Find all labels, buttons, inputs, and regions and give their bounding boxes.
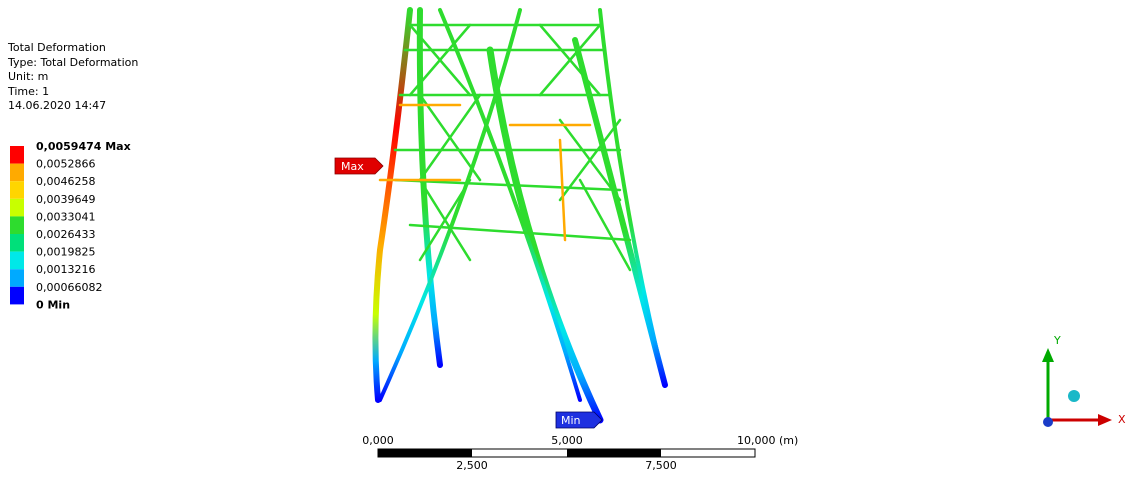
scale-label: 7,500 <box>645 459 677 472</box>
legend-swatch <box>10 181 24 199</box>
legend-label: 0,0013216 <box>36 263 96 276</box>
min-label: Min <box>561 414 581 427</box>
axis-y: Y <box>1053 334 1061 347</box>
info-title: Total Deformation <box>7 41 106 54</box>
tower-model <box>375 10 665 420</box>
legend-label: 0,0046258 <box>36 175 96 188</box>
legend-swatch <box>10 199 24 217</box>
legend-label: 0,0039649 <box>36 193 96 206</box>
axis-triad: Y X <box>1042 334 1126 427</box>
info-type: Type: Total Deformation <box>7 56 138 69</box>
legend-label: 0,0026433 <box>36 228 96 241</box>
scale-label: 0,000 <box>362 434 394 447</box>
viewport: Total Deformation Type: Total Deformatio… <box>0 0 1127 474</box>
scale-label: 5,000 <box>551 434 583 447</box>
max-probe: Max <box>335 158 383 174</box>
max-label: Max <box>341 160 364 173</box>
legend-label: 0 Min <box>36 298 70 311</box>
legend-label: 0,0019825 <box>36 246 96 259</box>
legend-swatch <box>10 269 24 287</box>
legend-label: 0,00066082 <box>36 281 102 294</box>
axis-x: X <box>1118 413 1126 426</box>
legend-swatch <box>10 252 24 270</box>
legend-label: 0,0059474 Max <box>36 140 131 153</box>
legend-label: 0,0033041 <box>36 210 96 223</box>
legend-swatch <box>10 164 24 182</box>
legend-swatch <box>10 287 24 305</box>
legend-swatch <box>10 216 24 234</box>
legend-swatch <box>10 146 24 164</box>
scale-bar: 0,000 2,500 5,000 7,500 10,000 (m) <box>362 434 798 472</box>
result-info: Total Deformation Type: Total Deformatio… <box>7 41 138 112</box>
legend-label: 0,0052866 <box>36 158 96 171</box>
min-probe: Min <box>556 412 602 428</box>
info-date: 14.06.2020 14:47 <box>8 99 106 112</box>
scale-label: 2,500 <box>456 459 488 472</box>
scale-label: 10,000 (m) <box>737 434 798 447</box>
info-time: Time: 1 <box>7 85 49 98</box>
info-unit: Unit: m <box>8 70 48 83</box>
legend: 0,0059474 Max 0,0052866 0,0046258 0,0039649… <box>10 140 131 311</box>
legend-swatch <box>10 234 24 252</box>
